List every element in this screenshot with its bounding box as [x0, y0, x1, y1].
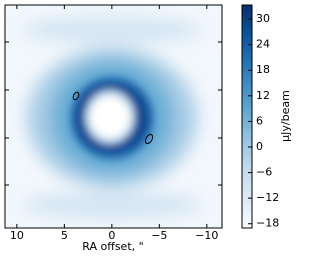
colorbar-label: μJy/beam — [279, 90, 292, 142]
y-ticks — [5, 41, 222, 186]
colorbar-tick-label: 12 — [256, 89, 270, 102]
colorbar-tick-label: −6 — [256, 166, 272, 179]
x-tick-label: 5 — [61, 229, 68, 242]
chart: RA offset, " μJy/beam 10 5 0 −5 −10 30 24 18 12 6… — [4, 4, 292, 253]
colorbar-tick-label: 0 — [256, 140, 263, 153]
colorbar-tick-label: 30 — [256, 12, 270, 25]
x-tick-label: 10 — [10, 229, 24, 242]
colorbar — [241, 4, 253, 229]
colorbar-tick-label: −18 — [256, 217, 279, 230]
x-tick-label: −10 — [195, 229, 218, 242]
x-tick-label: 0 — [108, 229, 115, 242]
image — [5, 5, 222, 228]
colorbar-tick-label: 24 — [256, 38, 270, 51]
colorbar-tick-label: 18 — [256, 63, 270, 76]
colorbar-tick-label: 6 — [256, 114, 263, 127]
colorbar-tick-label: −12 — [256, 191, 279, 204]
x-tick-label: −5 — [151, 229, 167, 242]
x-axis-label: RA offset, " — [82, 240, 143, 253]
plot-frame — [4, 4, 223, 229]
